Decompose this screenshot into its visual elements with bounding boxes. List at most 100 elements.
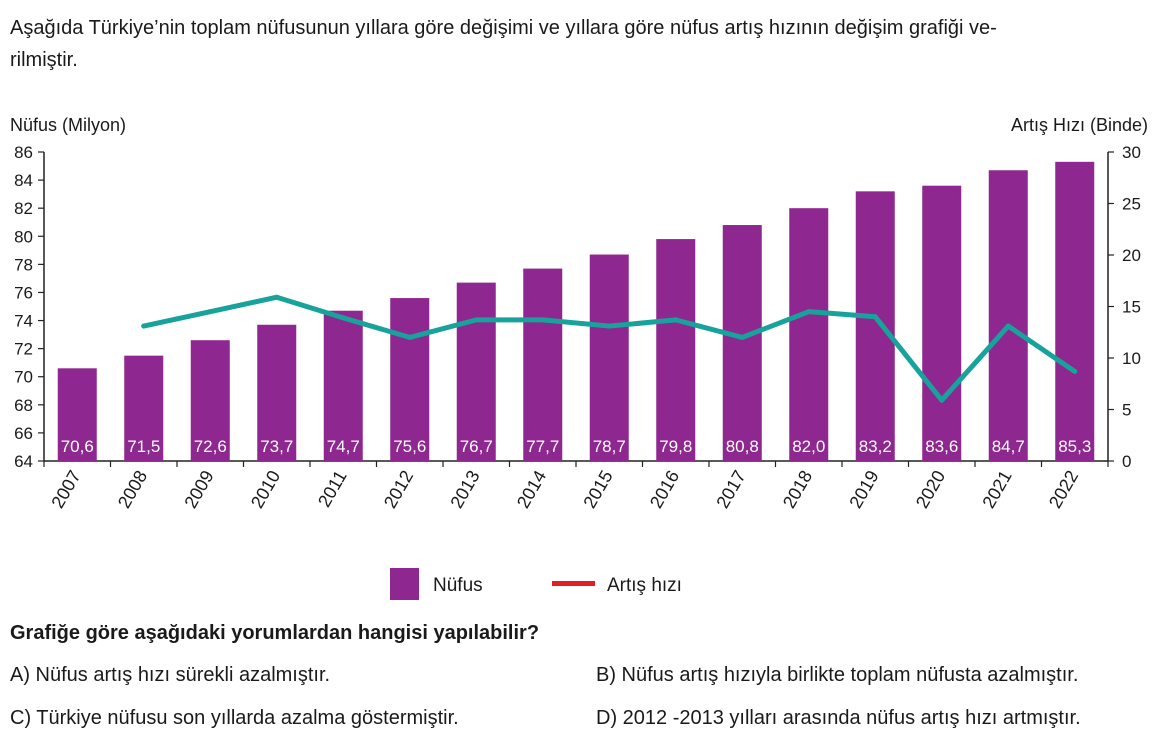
intro-text: Aşağıda Türkiye’nin toplam nüfusunun yıl… <box>10 12 1150 76</box>
bar-2009 <box>190 340 230 461</box>
option-c[interactable]: C) Türkiye nüfusu son yıllarda azalma gö… <box>10 707 459 729</box>
bar-value-label: 76,7 <box>460 437 493 456</box>
growth-rate-point <box>673 317 679 323</box>
left-tick-label: 64 <box>14 452 33 471</box>
left-tick-label: 68 <box>14 396 33 415</box>
legend: Nüfus Artış hızı <box>390 568 682 600</box>
population-chart: Nüfus (Milyon) Artış Hızı (Binde) 64 66 68… <box>10 115 1148 600</box>
bars: 70,6 71,5 72,6 73,7 74,7 75,6 76,7 77,7 78,7 79,8… <box>57 161 1095 461</box>
x-tick-labels: 2007 2008 2009 2010 2011 2012 2013 2014 2015 2016… <box>47 467 1082 512</box>
x-tick-label: 2018 <box>779 467 816 512</box>
legend-label-artis: Artış hızı <box>607 575 682 596</box>
x-tick-label: 2021 <box>978 467 1015 512</box>
x-tick-label: 2011 <box>314 467 351 511</box>
left-tick-label: 66 <box>14 424 33 443</box>
legend-label-nufus: Nüfus <box>433 575 483 596</box>
option-b[interactable]: B) Nüfus artış hızıyla birlikte toplam n… <box>596 664 1079 686</box>
bar-value-label: 70,6 <box>61 437 94 456</box>
bar-value-label: 77,7 <box>526 437 559 456</box>
x-tick-label: 2012 <box>380 467 417 512</box>
growth-rate-point <box>473 317 479 323</box>
x-tick-label: 2017 <box>712 467 749 512</box>
x-tick-label: 2014 <box>513 467 550 512</box>
growth-rate-point <box>340 315 346 321</box>
bar-2007 <box>57 368 97 461</box>
growth-rate-point <box>806 309 812 315</box>
legend-swatch-nufus <box>390 568 419 600</box>
bar-2017 <box>722 225 762 461</box>
left-tick-label: 86 <box>14 143 33 162</box>
bar-2014 <box>523 268 563 461</box>
bar-value-label: 84,7 <box>992 437 1025 456</box>
intro-line-2: rilmiştir. <box>10 49 78 71</box>
bar-value-label: 79,8 <box>659 437 692 456</box>
bar-value-label: 82,0 <box>792 437 825 456</box>
legend-swatch-artis <box>552 581 595 586</box>
left-tick-label: 74 <box>14 312 33 331</box>
right-axis-label: Artış Hızı (Binde) <box>1011 115 1148 135</box>
bar-2019 <box>855 191 895 461</box>
left-tick-label: 84 <box>14 171 33 190</box>
right-tick-label: 25 <box>1122 195 1141 214</box>
bar-value-label: 85,3 <box>1058 437 1091 456</box>
growth-rate-point <box>407 334 413 340</box>
bar-2018 <box>789 208 829 461</box>
x-tick-label: 2016 <box>646 467 683 512</box>
right-tick-label: 30 <box>1122 143 1141 162</box>
bar-value-label: 75,6 <box>393 437 426 456</box>
bar-value-label: 78,7 <box>593 437 626 456</box>
bar-2015 <box>589 254 629 461</box>
growth-rate-point <box>274 294 280 300</box>
bar-2012 <box>390 298 430 461</box>
x-tick-label: 2010 <box>247 467 284 512</box>
bar-value-label: 74,7 <box>327 437 360 456</box>
growth-rate-point <box>872 314 878 320</box>
bar-value-label: 80,8 <box>726 437 759 456</box>
left-tick-label: 82 <box>14 199 33 218</box>
left-axis-label: Nüfus (Milyon) <box>10 115 126 135</box>
x-tick-label: 2013 <box>446 467 483 512</box>
growth-rate-point <box>540 317 546 323</box>
growth-line <box>141 294 1078 403</box>
left-tick-label: 72 <box>14 340 33 359</box>
axes: 64 66 68 70 72 74 76 78 80 82 84 86 0 5 10 15 20 25 30 <box>14 143 1141 471</box>
right-tick-label: 15 <box>1122 298 1141 317</box>
growth-rate-point <box>141 323 147 329</box>
bar-2022 <box>1055 161 1095 461</box>
x-tick-label: 2007 <box>47 467 84 512</box>
growth-rate-point <box>1005 323 1011 329</box>
bar-2010 <box>257 324 297 461</box>
x-tick-label: 2015 <box>579 467 616 512</box>
left-tick-label: 80 <box>14 227 33 246</box>
growth-rate-point <box>939 397 945 403</box>
x-tick-label: 2008 <box>114 467 151 512</box>
x-tick-label: 2022 <box>1045 467 1082 512</box>
bar-2021 <box>988 170 1028 461</box>
right-tick-label: 0 <box>1122 452 1131 471</box>
left-tick-label: 70 <box>14 368 33 387</box>
bar-2011 <box>323 310 363 461</box>
bar-value-label: 73,7 <box>260 437 293 456</box>
bar-2016 <box>656 239 696 461</box>
x-tick-label: 2009 <box>180 467 217 512</box>
x-tick-label: 2020 <box>912 467 949 512</box>
question-text: Grafiğe göre aşağıdaki yorumlardan hangi… <box>10 622 540 644</box>
intro-line-1: Aşağıda Türkiye’nin toplam nüfusunun yıl… <box>10 17 997 39</box>
growth-rate-point <box>739 334 745 340</box>
left-tick-label: 76 <box>14 283 33 302</box>
bar-value-label: 71,5 <box>127 437 160 456</box>
growth-rate-point <box>207 309 213 315</box>
bar-2013 <box>456 282 496 461</box>
option-d[interactable]: D) 2012 -2013 yılları arasında nüfus art… <box>596 707 1081 729</box>
option-a[interactable]: A) Nüfus artış hızı sürekli azalmıştır. <box>10 664 331 686</box>
right-tick-label: 10 <box>1122 349 1141 368</box>
bar-2020 <box>922 185 962 461</box>
x-tick-label: 2019 <box>845 467 882 512</box>
growth-rate-point <box>606 323 612 329</box>
right-tick-label: 20 <box>1122 246 1141 265</box>
bar-2008 <box>124 355 164 461</box>
left-tick-label: 78 <box>14 255 33 274</box>
bar-value-label: 83,6 <box>925 437 958 456</box>
bar-value-label: 83,2 <box>859 437 892 456</box>
growth-rate-point <box>1072 368 1078 374</box>
